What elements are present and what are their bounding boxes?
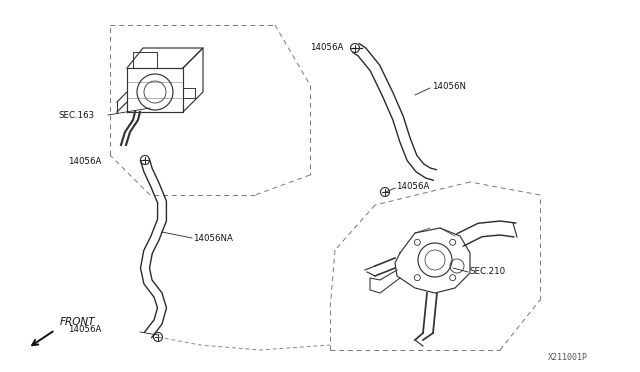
Text: 14056N: 14056N	[432, 81, 466, 90]
Text: 14056NA: 14056NA	[193, 234, 233, 243]
Text: 14056A: 14056A	[68, 157, 101, 166]
Text: SEC.163: SEC.163	[58, 110, 94, 119]
Circle shape	[450, 275, 456, 281]
Circle shape	[450, 239, 456, 245]
Text: FRONT: FRONT	[60, 317, 95, 327]
Text: 14056A: 14056A	[68, 326, 101, 334]
Text: SEC.210: SEC.210	[469, 266, 505, 276]
Text: X211001P: X211001P	[548, 353, 588, 362]
Text: 14056A: 14056A	[396, 182, 429, 190]
Circle shape	[414, 275, 420, 281]
Text: 14056A: 14056A	[310, 42, 344, 51]
Circle shape	[414, 239, 420, 245]
